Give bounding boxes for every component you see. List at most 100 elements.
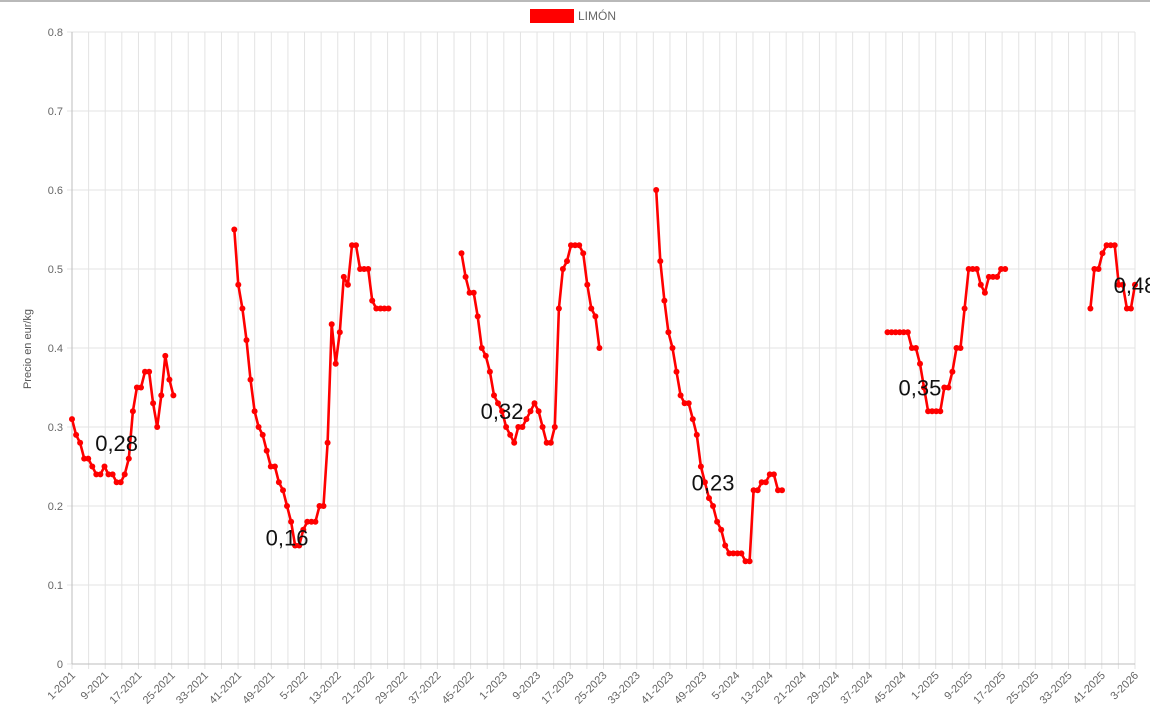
data-point[interactable] [1002, 266, 1009, 272]
data-point[interactable] [766, 471, 773, 478]
data-point[interactable] [892, 329, 899, 336]
data-point[interactable] [251, 408, 258, 415]
data-point[interactable] [941, 384, 948, 391]
data-point[interactable] [779, 487, 785, 494]
data-point[interactable] [146, 368, 153, 375]
data-point[interactable] [121, 471, 128, 478]
data-point[interactable] [491, 392, 497, 399]
data-point[interactable] [754, 487, 761, 494]
data-point[interactable] [884, 329, 891, 336]
data-point[interactable] [369, 297, 376, 304]
data-point[interactable] [328, 321, 335, 328]
data-point[interactable] [555, 305, 562, 312]
data-point[interactable] [511, 439, 518, 446]
data-point[interactable] [113, 479, 120, 486]
data-point[interactable] [1127, 305, 1134, 312]
data-point[interactable] [312, 518, 319, 525]
data-point[interactable] [117, 479, 124, 486]
data-point[interactable] [239, 305, 246, 312]
data-point[interactable] [340, 273, 347, 280]
data-point[interactable] [673, 368, 680, 375]
data-point[interactable] [697, 463, 704, 470]
data-point[interactable] [154, 424, 161, 430]
data-point[interactable] [170, 392, 177, 399]
data-point[interactable] [917, 360, 923, 367]
data-point[interactable] [247, 376, 254, 383]
data-point[interactable] [77, 439, 84, 446]
data-point[interactable] [85, 455, 92, 462]
data-point[interactable] [681, 400, 688, 407]
data-point[interactable] [231, 226, 238, 233]
data-point[interactable] [271, 463, 278, 470]
data-point[interactable] [1095, 266, 1102, 272]
data-point[interactable] [73, 431, 80, 438]
data-point[interactable] [499, 408, 506, 415]
data-point[interactable] [657, 258, 664, 265]
data-point[interactable] [1103, 242, 1110, 249]
data-point[interactable] [243, 337, 250, 344]
data-point[interactable] [296, 542, 303, 549]
data-point[interactable] [559, 266, 566, 272]
data-point[interactable] [762, 479, 769, 486]
data-point[interactable] [353, 242, 359, 249]
data-point[interactable] [718, 526, 725, 533]
data-point[interactable] [539, 424, 546, 430]
data-point[interactable] [320, 503, 327, 509]
data-point[interactable] [994, 273, 1001, 280]
data-point[interactable] [564, 258, 570, 265]
data-point[interactable] [365, 266, 372, 272]
data-point[interactable] [921, 384, 927, 391]
legend-swatch[interactable] [530, 9, 574, 23]
data-point[interactable] [689, 416, 696, 423]
data-point[interactable] [304, 518, 311, 525]
data-point[interactable] [109, 471, 116, 478]
data-point[interactable] [969, 266, 976, 272]
data-point[interactable] [985, 273, 992, 280]
data-point[interactable] [519, 424, 526, 430]
data-point[interactable] [458, 250, 465, 257]
data-point[interactable] [596, 345, 603, 351]
data-point[interactable] [758, 479, 765, 486]
data-point[interactable] [665, 329, 672, 336]
data-point[interactable] [466, 289, 473, 296]
data-point[interactable] [1099, 250, 1106, 257]
data-point[interactable] [344, 281, 351, 288]
data-point[interactable] [125, 455, 132, 462]
data-point[interactable] [677, 392, 684, 399]
data-point[interactable] [531, 400, 538, 407]
data-point[interactable] [280, 487, 286, 494]
data-point[interactable] [292, 542, 299, 549]
data-point[interactable] [142, 368, 148, 375]
data-point[interactable] [770, 471, 777, 478]
data-point[interactable] [714, 518, 721, 525]
data-point[interactable] [722, 542, 729, 549]
data-point[interactable] [105, 471, 112, 478]
data-point[interactable] [69, 416, 75, 423]
data-point[interactable] [576, 242, 583, 249]
data-point[interactable] [275, 479, 282, 486]
data-point[interactable] [572, 242, 579, 249]
legend[interactable]: LIMÓN [530, 8, 616, 23]
data-point[interactable] [474, 313, 481, 320]
data-point[interactable] [300, 526, 307, 533]
data-point[interactable] [263, 447, 270, 454]
data-point[interactable] [746, 558, 753, 565]
data-point[interactable] [937, 408, 944, 415]
data-point[interactable] [949, 368, 956, 375]
data-point[interactable] [706, 495, 712, 502]
data-point[interactable] [661, 297, 668, 304]
data-point[interactable] [904, 329, 911, 336]
data-point[interactable] [324, 439, 331, 446]
data-point[interactable] [515, 424, 522, 430]
data-point[interactable] [933, 408, 940, 415]
data-point[interactable] [693, 431, 700, 438]
legend-label[interactable]: LIMÓN [578, 8, 616, 23]
data-point[interactable] [957, 345, 964, 351]
data-point[interactable] [381, 305, 388, 312]
data-point[interactable] [162, 352, 169, 359]
data-point[interactable] [482, 352, 489, 359]
data-point[interactable] [129, 408, 136, 415]
data-point[interactable] [547, 439, 554, 446]
data-point[interactable] [97, 471, 104, 478]
data-point[interactable] [543, 439, 550, 446]
